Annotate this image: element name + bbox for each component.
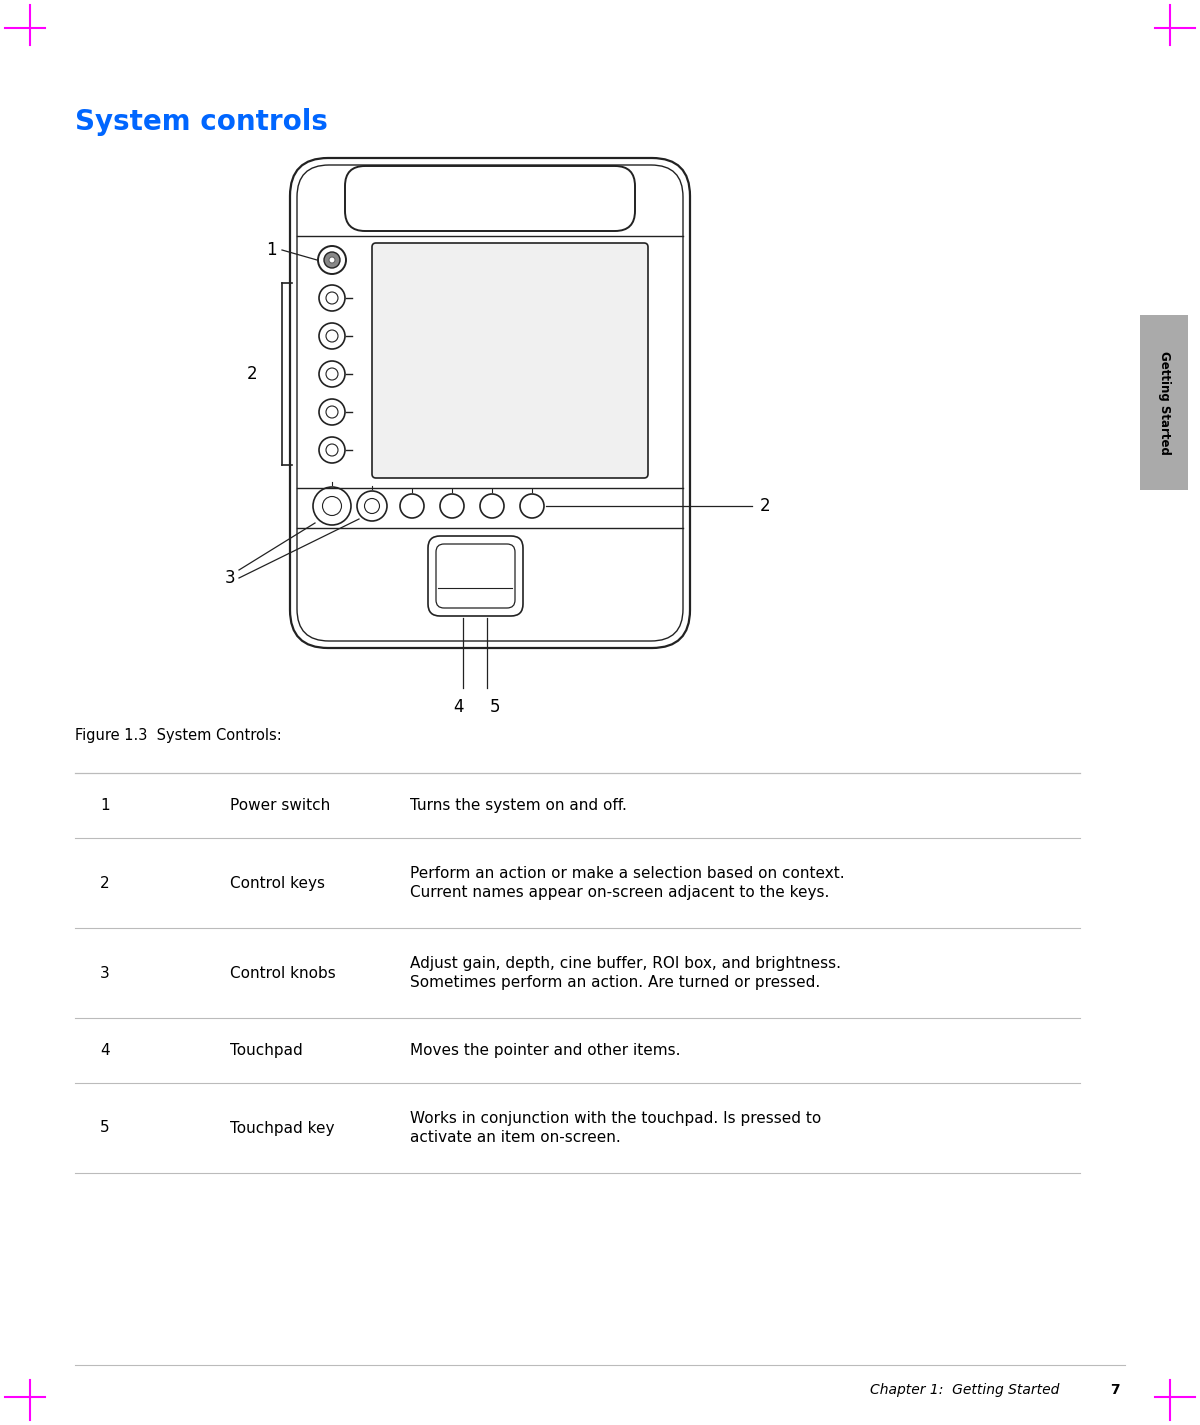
Text: 4: 4 xyxy=(452,698,463,715)
Circle shape xyxy=(326,368,338,380)
Text: 7: 7 xyxy=(1110,1384,1120,1396)
Text: Adjust gain, depth, cine buffer, ROI box, and brightness.: Adjust gain, depth, cine buffer, ROI box… xyxy=(410,956,841,970)
FancyBboxPatch shape xyxy=(1140,315,1188,490)
Circle shape xyxy=(319,323,346,349)
Circle shape xyxy=(319,285,346,311)
FancyBboxPatch shape xyxy=(436,544,515,608)
Text: 4: 4 xyxy=(100,1043,109,1057)
Text: Works in conjunction with the touchpad. Is pressed to: Works in conjunction with the touchpad. … xyxy=(410,1112,821,1126)
Circle shape xyxy=(319,437,346,463)
Circle shape xyxy=(326,406,338,418)
Text: 2: 2 xyxy=(760,497,770,514)
Circle shape xyxy=(440,494,464,519)
Circle shape xyxy=(326,331,338,342)
Text: 5: 5 xyxy=(490,698,500,715)
Text: Perform an action or make a selection based on context.: Perform an action or make a selection ba… xyxy=(410,866,845,881)
Text: 5: 5 xyxy=(100,1120,109,1136)
Circle shape xyxy=(326,292,338,304)
Text: Power switch: Power switch xyxy=(230,798,330,814)
Circle shape xyxy=(313,487,352,524)
Text: Current names appear on-screen adjacent to the keys.: Current names appear on-screen adjacent … xyxy=(410,885,829,901)
FancyBboxPatch shape xyxy=(298,165,683,641)
Text: Getting Started: Getting Started xyxy=(1158,351,1170,455)
Text: Figure 1.3  System Controls:: Figure 1.3 System Controls: xyxy=(74,728,282,742)
Circle shape xyxy=(358,492,386,522)
Circle shape xyxy=(520,494,544,519)
Text: Touchpad key: Touchpad key xyxy=(230,1120,335,1136)
Circle shape xyxy=(319,399,346,425)
Text: Control knobs: Control knobs xyxy=(230,966,336,980)
FancyBboxPatch shape xyxy=(290,158,690,648)
Circle shape xyxy=(326,445,338,456)
Text: Moves the pointer and other items.: Moves the pointer and other items. xyxy=(410,1043,680,1057)
Circle shape xyxy=(324,252,340,268)
Circle shape xyxy=(365,499,379,513)
Text: 2: 2 xyxy=(100,875,109,891)
Text: 1: 1 xyxy=(100,798,109,814)
Text: Touchpad: Touchpad xyxy=(230,1043,302,1057)
FancyBboxPatch shape xyxy=(428,536,523,616)
Text: Control keys: Control keys xyxy=(230,875,325,891)
Circle shape xyxy=(329,256,335,264)
Circle shape xyxy=(318,247,346,274)
Circle shape xyxy=(323,496,342,516)
Text: 3: 3 xyxy=(100,966,109,980)
FancyBboxPatch shape xyxy=(346,165,635,231)
Text: 1: 1 xyxy=(266,241,277,259)
FancyBboxPatch shape xyxy=(372,244,648,477)
Circle shape xyxy=(400,494,424,519)
Text: Turns the system on and off.: Turns the system on and off. xyxy=(410,798,626,814)
Text: Chapter 1:  Getting Started: Chapter 1: Getting Started xyxy=(870,1384,1060,1396)
Text: System controls: System controls xyxy=(74,108,328,135)
Circle shape xyxy=(319,361,346,388)
Text: 3: 3 xyxy=(224,569,235,587)
Text: Sometimes perform an action. Are turned or pressed.: Sometimes perform an action. Are turned … xyxy=(410,975,821,990)
Text: activate an item on-screen.: activate an item on-screen. xyxy=(410,1130,620,1146)
Text: 2: 2 xyxy=(246,365,257,383)
Circle shape xyxy=(480,494,504,519)
